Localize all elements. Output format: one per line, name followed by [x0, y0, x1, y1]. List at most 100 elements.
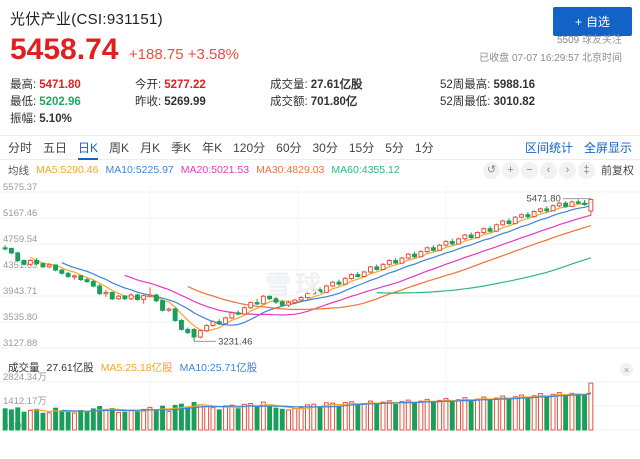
period-tab-日K[interactable]: 日K [78, 136, 99, 160]
quote-stats: 最高: 5471.80 今开: 5277.22 成交量: 27.61亿股 52周… [0, 77, 640, 128]
link-区间统计[interactable]: 区间统计 [524, 141, 573, 155]
stat-prev-close-value: 5269.99 [164, 96, 206, 108]
svg-text:5167.46: 5167.46 [3, 208, 37, 219]
followers: 5509 球友关注 [479, 33, 622, 48]
stats-row: 最高: 5471.80 今开: 5277.22 成交量: 27.61亿股 52周… [10, 77, 630, 94]
stat-prev-close: 昨收: 5269.99 [135, 94, 270, 111]
period-tab-120分[interactable]: 120分 [233, 140, 266, 155]
svg-text:2824.34万: 2824.34万 [3, 372, 47, 383]
quote-row: 5458.74 +188.75 +3.58% 5509 球友关注 已收盘 07-… [10, 33, 630, 71]
quote-meta: 5509 球友关注 已收盘 07-07 16:29:57 北京时间 [479, 33, 622, 66]
stat-52w-high: 52周最高: 5988.16 [440, 77, 620, 94]
followers-count: 5509 [556, 35, 580, 46]
period-tab-60分[interactable]: 60分 [276, 140, 302, 155]
stat-prev-close-label: 昨收: [135, 96, 162, 108]
stat-turnover: 成交额: 701.80亿 [270, 94, 440, 111]
stat-low: 最低: 5202.96 [10, 94, 135, 111]
stat-low-value: 5202.96 [39, 96, 81, 108]
period-tab-周K[interactable]: 周K [109, 140, 130, 155]
volume-legend: 成交量 27.61亿股 MA5:25.18亿股 MA10:25.71亿股 [0, 360, 264, 375]
ma-legend-item-1: MA10:5225.97 [105, 164, 174, 176]
quote-header: 光伏产业(CSI:931151) + 自选 5458.74 +188.75 +3.… [0, 0, 640, 71]
svg-text:5575.37: 5575.37 [3, 182, 37, 193]
svg-text:4351.63: 4351.63 [3, 260, 37, 271]
price-candlestick-chart[interactable]: 5575.37 5167.46 4759.54 4351.63 3943.71 3535.… [0, 180, 640, 360]
tabs-right-links: 区间统计 全屏显示 [525, 139, 632, 156]
svg-text:3535.80: 3535.80 [3, 312, 37, 323]
stat-open-label: 今开: [135, 79, 162, 91]
add-to-watchlist-button[interactable]: + 自选 [552, 7, 632, 36]
ma-legend-item-3: MA30:4829.03 [256, 164, 325, 176]
plus-icon: + [574, 15, 582, 29]
ma-legend-item-4: MA60:4355.12 [331, 164, 400, 176]
stat-volume-label: 成交量: [270, 79, 308, 91]
svg-text:5471.80: 5471.80 [527, 194, 561, 205]
stat-52w-high-value: 5988.16 [493, 79, 536, 91]
link-全屏显示[interactable]: 全屏显示 [583, 141, 632, 155]
period-tab-1分[interactable]: 1分 [414, 140, 434, 155]
stat-52w-low-value: 3010.82 [493, 96, 536, 108]
zoom-in-icon[interactable]: + [502, 161, 519, 179]
stat-amplitude-value: 5.10% [39, 113, 72, 125]
stat-52w-low-label: 52周最低: [440, 96, 491, 108]
followers-label: 球友关注 [582, 35, 622, 46]
stat-turnover-value: 701.80亿 [310, 96, 358, 108]
period-tab-五日[interactable]: 五日 [43, 140, 68, 155]
volume-title: 成交量 [8, 362, 40, 374]
stat-open: 今开: 5277.22 [135, 77, 270, 94]
close-icon[interactable]: × [620, 363, 633, 376]
adjust-type-label[interactable]: 前复权 [601, 165, 634, 177]
marker-icon[interactable]: ‡ [578, 161, 595, 179]
period-tabs: 分时 五日 日K 周K 月K 季K 年K 120分 60分 30分 15分 5分 1分 区间统计 全屏显示 [0, 135, 640, 160]
svg-text:4759.54: 4759.54 [3, 234, 37, 245]
stat-amplitude-label: 振幅: [10, 113, 37, 125]
stat-volume-value: 27.61亿股 [310, 79, 363, 91]
page-title: 光伏产业(CSI:931151) [10, 11, 163, 28]
chevron-left-icon[interactable]: ‹ [540, 161, 557, 179]
period-tab-5分[interactable]: 5分 [385, 140, 404, 155]
ma-legend-row: 均线 MA5:5290.46 MA10:5225.97 MA20:5021.53 MA… [0, 160, 640, 180]
svg-text:3943.71: 3943.71 [3, 286, 37, 297]
volume-ma5: MA5:25.18亿股 [100, 362, 173, 374]
ma-legend-item-2: MA20:5021.53 [180, 164, 250, 176]
stats-row: 振幅: 5.10% [10, 111, 630, 128]
chevron-right-icon[interactable]: › [559, 161, 576, 179]
volume-value: 27.61亿股 [46, 362, 94, 374]
quote-timezone: 北京时间 [582, 53, 622, 64]
period-tab-季K[interactable]: 季K [171, 140, 192, 155]
chart-controls: ↺ + − ‹ › ‡ 前复权 [483, 161, 634, 179]
stat-high-label: 最高: [10, 79, 37, 91]
price-change: +188.75 +3.58% [128, 46, 240, 63]
stat-high-value: 5471.80 [39, 79, 81, 91]
period-tab-分时[interactable]: 分时 [8, 140, 33, 155]
reset-icon[interactable]: ↺ [483, 161, 500, 179]
stat-low-label: 最低: [10, 96, 37, 108]
stat-52w-low: 52周最低: 3010.82 [440, 94, 620, 111]
market-status-line: 已收盘 07-07 16:29:57 北京时间 [479, 51, 622, 66]
period-tab-30分[interactable]: 30分 [312, 140, 338, 155]
svg-text:1412.17万: 1412.17万 [3, 396, 47, 407]
quote-timestamp: 07-07 16:29:57 [511, 53, 580, 64]
chart-area[interactable]: 雪球 5575.37 5167.46 4759.54 4351.63 3943.71 35… [0, 180, 640, 432]
period-tab-月K[interactable]: 月K [140, 140, 161, 155]
stat-52w-high-label: 52周最高: [440, 79, 491, 91]
svg-text:3231.46: 3231.46 [218, 336, 252, 347]
current-price: 5458.74 [10, 33, 119, 66]
stat-amplitude: 振幅: 5.10% [10, 111, 135, 128]
stat-open-value: 5277.22 [164, 79, 206, 91]
stat-turnover-label: 成交额: [270, 96, 308, 108]
volume-ma10: MA10:25.71亿股 [179, 362, 258, 374]
volume-section: 成交量 27.61亿股 MA5:25.18亿股 MA10:25.71亿股 × 2824… [0, 360, 640, 432]
ma-legend-item-0: MA5:5290.46 [36, 164, 99, 176]
ma-legend-title: 均线 [8, 164, 29, 177]
stat-high: 最高: 5471.80 [10, 77, 135, 94]
period-tab-年K[interactable]: 年K [202, 140, 223, 155]
stat-volume: 成交量: 27.61亿股 [270, 77, 440, 94]
market-status: 已收盘 [479, 53, 510, 64]
svg-text:3127.88: 3127.88 [3, 338, 37, 349]
period-tab-15分[interactable]: 15分 [348, 140, 375, 155]
zoom-out-icon[interactable]: − [521, 161, 538, 179]
stats-row: 最低: 5202.96 昨收: 5269.99 成交额: 701.80亿 52周… [10, 94, 630, 111]
